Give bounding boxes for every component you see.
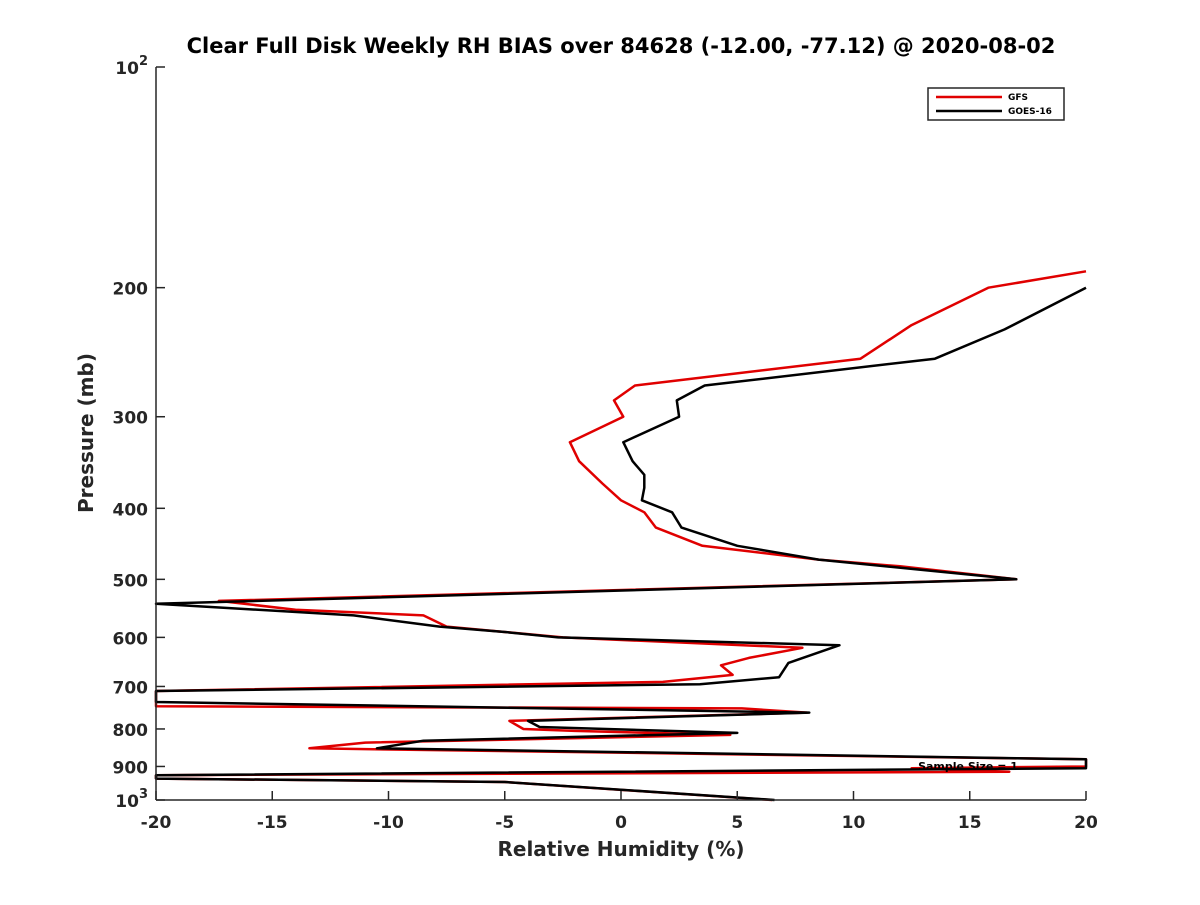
y-tick-label: 500 bbox=[113, 571, 149, 591]
legend-box bbox=[927, 87, 1065, 121]
y-tick-label: 900 bbox=[113, 758, 149, 778]
y-tick-label: 102 bbox=[115, 54, 148, 79]
y-ticks: 102 200 300 400 500 600 700 800 900 103 bbox=[113, 54, 165, 812]
legend: GFS GOES-16 bbox=[927, 87, 1065, 121]
x-tick-label: -20 bbox=[141, 813, 172, 833]
legend-label-goes16: GOES-16 bbox=[1008, 107, 1052, 117]
y-axis-label: Pressure (mb) bbox=[74, 353, 98, 513]
series-layer bbox=[154, 270, 1088, 802]
y-tick-label: 200 bbox=[113, 280, 149, 300]
x-tick-label: 5 bbox=[731, 813, 743, 833]
x-tick-label: -5 bbox=[495, 813, 514, 833]
y-tick-label: 103 bbox=[115, 787, 148, 812]
x-tick-label: 0 bbox=[615, 813, 627, 833]
sample-size-annotation: Sample Size = 1 bbox=[918, 760, 1018, 773]
series-line-goes16 bbox=[154, 286, 1088, 802]
x-tick-label: 15 bbox=[958, 813, 982, 833]
plot-area bbox=[156, 67, 1086, 800]
x-tick-label: -10 bbox=[373, 813, 404, 833]
x-tick-label: -15 bbox=[257, 813, 288, 833]
legend-label-gfs: GFS bbox=[1008, 93, 1028, 103]
x-axis-label: Relative Humidity (%) bbox=[497, 837, 744, 861]
y-tick-label: 700 bbox=[113, 678, 149, 698]
x-ticks: -20 -15 -10 -5 0 5 10 15 20 bbox=[141, 791, 1098, 833]
y-tick-label: 400 bbox=[113, 500, 149, 520]
x-tick-label: 20 bbox=[1074, 813, 1098, 833]
y-tick-label: 800 bbox=[113, 721, 149, 741]
y-tick-label: 300 bbox=[113, 409, 149, 429]
chart-title: Clear Full Disk Weekly RH BIAS over 8462… bbox=[187, 34, 1056, 58]
x-tick-label: 10 bbox=[842, 813, 866, 833]
y-tick-label: 600 bbox=[113, 629, 149, 649]
